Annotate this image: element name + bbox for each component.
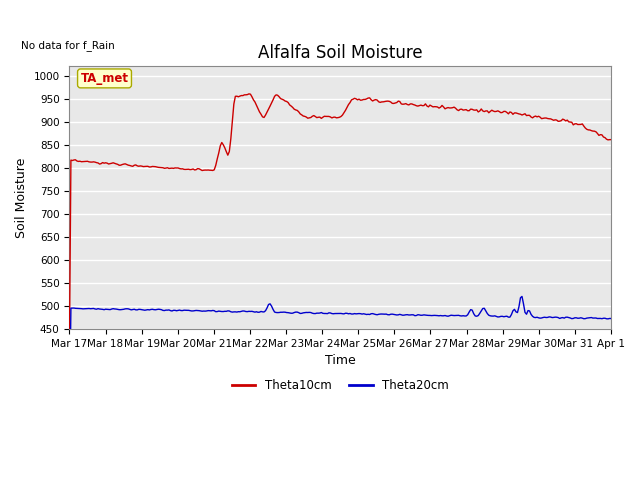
- Theta10cm: [132, 162, 140, 168]
- Theta20cm: [227, 309, 235, 314]
- X-axis label: Time: Time: [325, 354, 356, 367]
- Theta10cm: [607, 137, 615, 143]
- Theta20cm: [245, 309, 253, 314]
- Theta20cm: [607, 316, 615, 322]
- Title: Alfalfa Soil Moisture: Alfalfa Soil Moisture: [258, 44, 422, 62]
- Theta10cm: [65, 345, 73, 351]
- Legend: Theta10cm, Theta20cm: Theta10cm, Theta20cm: [227, 374, 454, 396]
- Theta20cm: [254, 310, 262, 315]
- Theta10cm: [246, 91, 254, 97]
- Text: No data for f_Rain: No data for f_Rain: [20, 40, 115, 51]
- Theta20cm: [303, 310, 310, 315]
- Theta10cm: [579, 121, 586, 127]
- Theta10cm: [255, 109, 263, 115]
- Line: Theta10cm: Theta10cm: [69, 94, 611, 348]
- Theta20cm: [579, 315, 586, 321]
- Text: TA_met: TA_met: [81, 72, 129, 85]
- Theta10cm: [304, 115, 312, 121]
- Theta20cm: [65, 420, 73, 425]
- Theta10cm: [245, 91, 253, 97]
- Theta20cm: [518, 294, 526, 300]
- Theta20cm: [132, 307, 140, 313]
- Line: Theta20cm: Theta20cm: [69, 297, 611, 422]
- Theta10cm: [227, 136, 235, 142]
- Y-axis label: Soil Moisture: Soil Moisture: [15, 157, 28, 238]
